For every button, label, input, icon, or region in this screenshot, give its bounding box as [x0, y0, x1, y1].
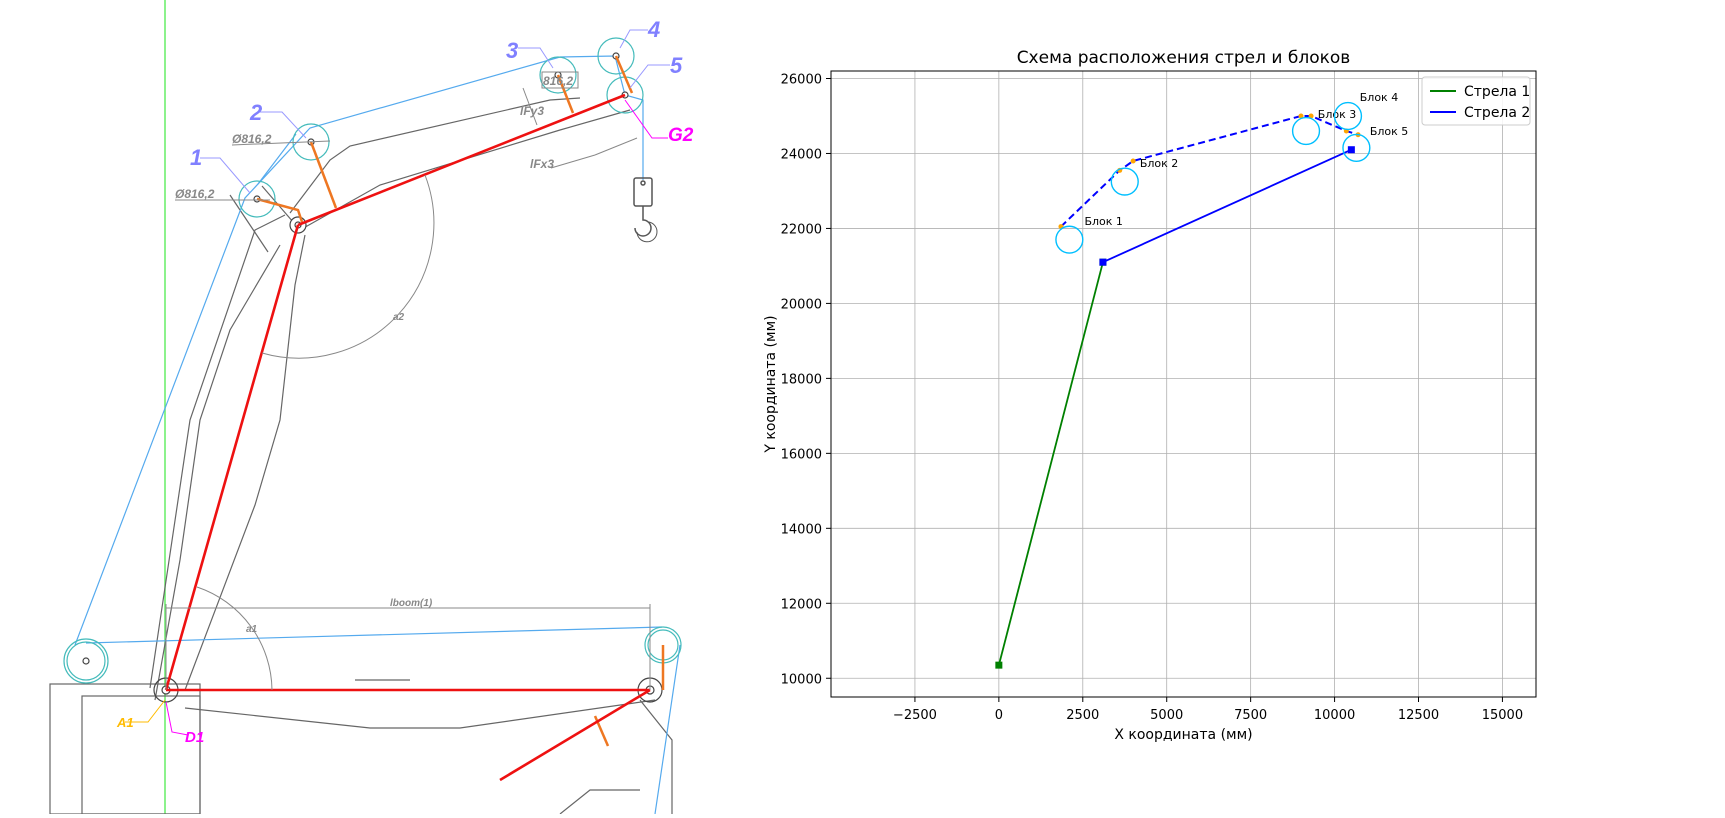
series-line-boom-1 [997, 261, 1104, 666]
y-tick-label: 20000 [781, 297, 822, 312]
y-tick-label: 10000 [781, 672, 822, 687]
y-tick-label: 14000 [781, 522, 822, 537]
rope-contact-point [1130, 158, 1136, 164]
y-axis-label: Y координата (мм) [763, 315, 779, 453]
block-numbers: 1 2 3 4 5 [190, 17, 683, 170]
crane-drawing: 1 2 3 4 5 Ø816,2 Ø816,2 816,2 lFy3 lFx3 … [0, 0, 760, 815]
crane-hook-icon [633, 177, 658, 243]
x-tick-label: 0 [995, 708, 1003, 723]
x-tick-label: 10000 [1314, 708, 1355, 723]
chart-title: Схема расположения стрел и блоков [1017, 48, 1351, 68]
x-tick-label: 2500 [1066, 708, 1099, 723]
y-tick-label: 26000 [781, 72, 822, 87]
legend-label-boom-2: Стрела 2 [1464, 105, 1530, 121]
block-3-label: Блок 3 [1318, 108, 1356, 121]
angle-a2-label: a2 [393, 312, 405, 323]
legend: Стрела 1 Стрела 2 [1421, 76, 1531, 126]
plot-frame [830, 70, 1537, 698]
block-4-circle [1333, 101, 1363, 131]
accent-leaders [165, 99, 668, 736]
diameter-1-label: Ø816,2 [175, 187, 215, 201]
rope-contact-point [1308, 113, 1314, 119]
series-point-boom-1 [995, 661, 1003, 669]
blocks: Блок 1 Блок 2 Блок 3 Блок 4 Блок 5 [1055, 91, 1408, 254]
block-5-label: Блок 5 [1370, 125, 1408, 138]
rope-contact-point [1298, 113, 1304, 119]
label-leaders [200, 29, 670, 194]
series-point-boom-2 [1099, 258, 1107, 266]
series-point-boom-2 [1347, 146, 1355, 154]
boom-lines [164, 93, 651, 782]
load-g2-label: G2 [668, 125, 694, 146]
anchor-a1-label: A1 [116, 715, 134, 730]
block-4-label: Блок 4 [1360, 91, 1398, 104]
block-2-circle [1110, 167, 1139, 196]
boom-layout-chart: −2500 0 2500 5000 7500 10000 12500 15000 10000 12… [763, 48, 1537, 743]
grid [831, 71, 1536, 697]
x-tick-label: −2500 [893, 708, 937, 723]
rope-lines [74, 55, 681, 815]
x-tick-label: 15000 [1482, 708, 1523, 723]
x-tick-label: 12500 [1398, 708, 1439, 723]
lever-arms [256, 55, 665, 747]
y-tick-label: 22000 [781, 222, 822, 237]
plot-panel: −2500 0 2500 5000 7500 10000 12500 15000 10000 12… [760, 0, 1725, 814]
block-4-label: 4 [647, 17, 660, 42]
sheaves [63, 37, 682, 684]
block-1-circle [1055, 225, 1084, 254]
y-tick-label: 12000 [781, 597, 822, 612]
x-tick-label: 5000 [1150, 708, 1183, 723]
boom-length-label: lboom(1) [390, 598, 433, 609]
axis-ticks: −2500 0 2500 5000 7500 10000 12500 15000 10000 12… [781, 72, 1523, 723]
dimension-labels: Ø816,2 Ø816,2 816,2 lFy3 lFx3 a2 a1 lboo… [175, 74, 573, 635]
x-axis-label: X координата (мм) [1114, 727, 1252, 743]
base-frame [49, 97, 673, 815]
dimension-lines [165, 71, 651, 691]
block-3-label: 3 [506, 38, 518, 63]
block-1-label: Блок 1 [1084, 215, 1122, 228]
angle-a1-label: a1 [246, 624, 258, 635]
diameter-3-label: 816,2 [543, 74, 573, 88]
y-tick-label: 24000 [781, 147, 822, 162]
rope-path-line [1060, 114, 1359, 228]
diameter-2-label: Ø816,2 [232, 132, 272, 146]
lfx-label: lFx3 [530, 157, 554, 171]
series-line-boom-2 [1102, 148, 1352, 263]
block-2-label: 2 [249, 100, 263, 125]
anchor-leader [125, 699, 166, 723]
series [995, 113, 1361, 669]
x-tick-label: 7500 [1234, 708, 1267, 723]
block-5-label: 5 [670, 53, 683, 78]
block-1-label: 1 [190, 145, 202, 170]
block-3-circle [1291, 116, 1321, 146]
y-tick-label: 16000 [781, 447, 822, 462]
block-2-label: Блок 2 [1140, 157, 1178, 170]
point-d1-label: D1 [185, 729, 204, 746]
legend-label-boom-1: Стрела 1 [1464, 84, 1530, 100]
pivot-joints [82, 52, 663, 703]
y-tick-label: 18000 [781, 372, 822, 387]
block-5-circle [1342, 133, 1371, 162]
crane-schematic: 1 2 3 4 5 Ø816,2 Ø816,2 816,2 lFy3 lFx3 … [49, 0, 694, 815]
lfy-label: lFy3 [520, 104, 544, 118]
